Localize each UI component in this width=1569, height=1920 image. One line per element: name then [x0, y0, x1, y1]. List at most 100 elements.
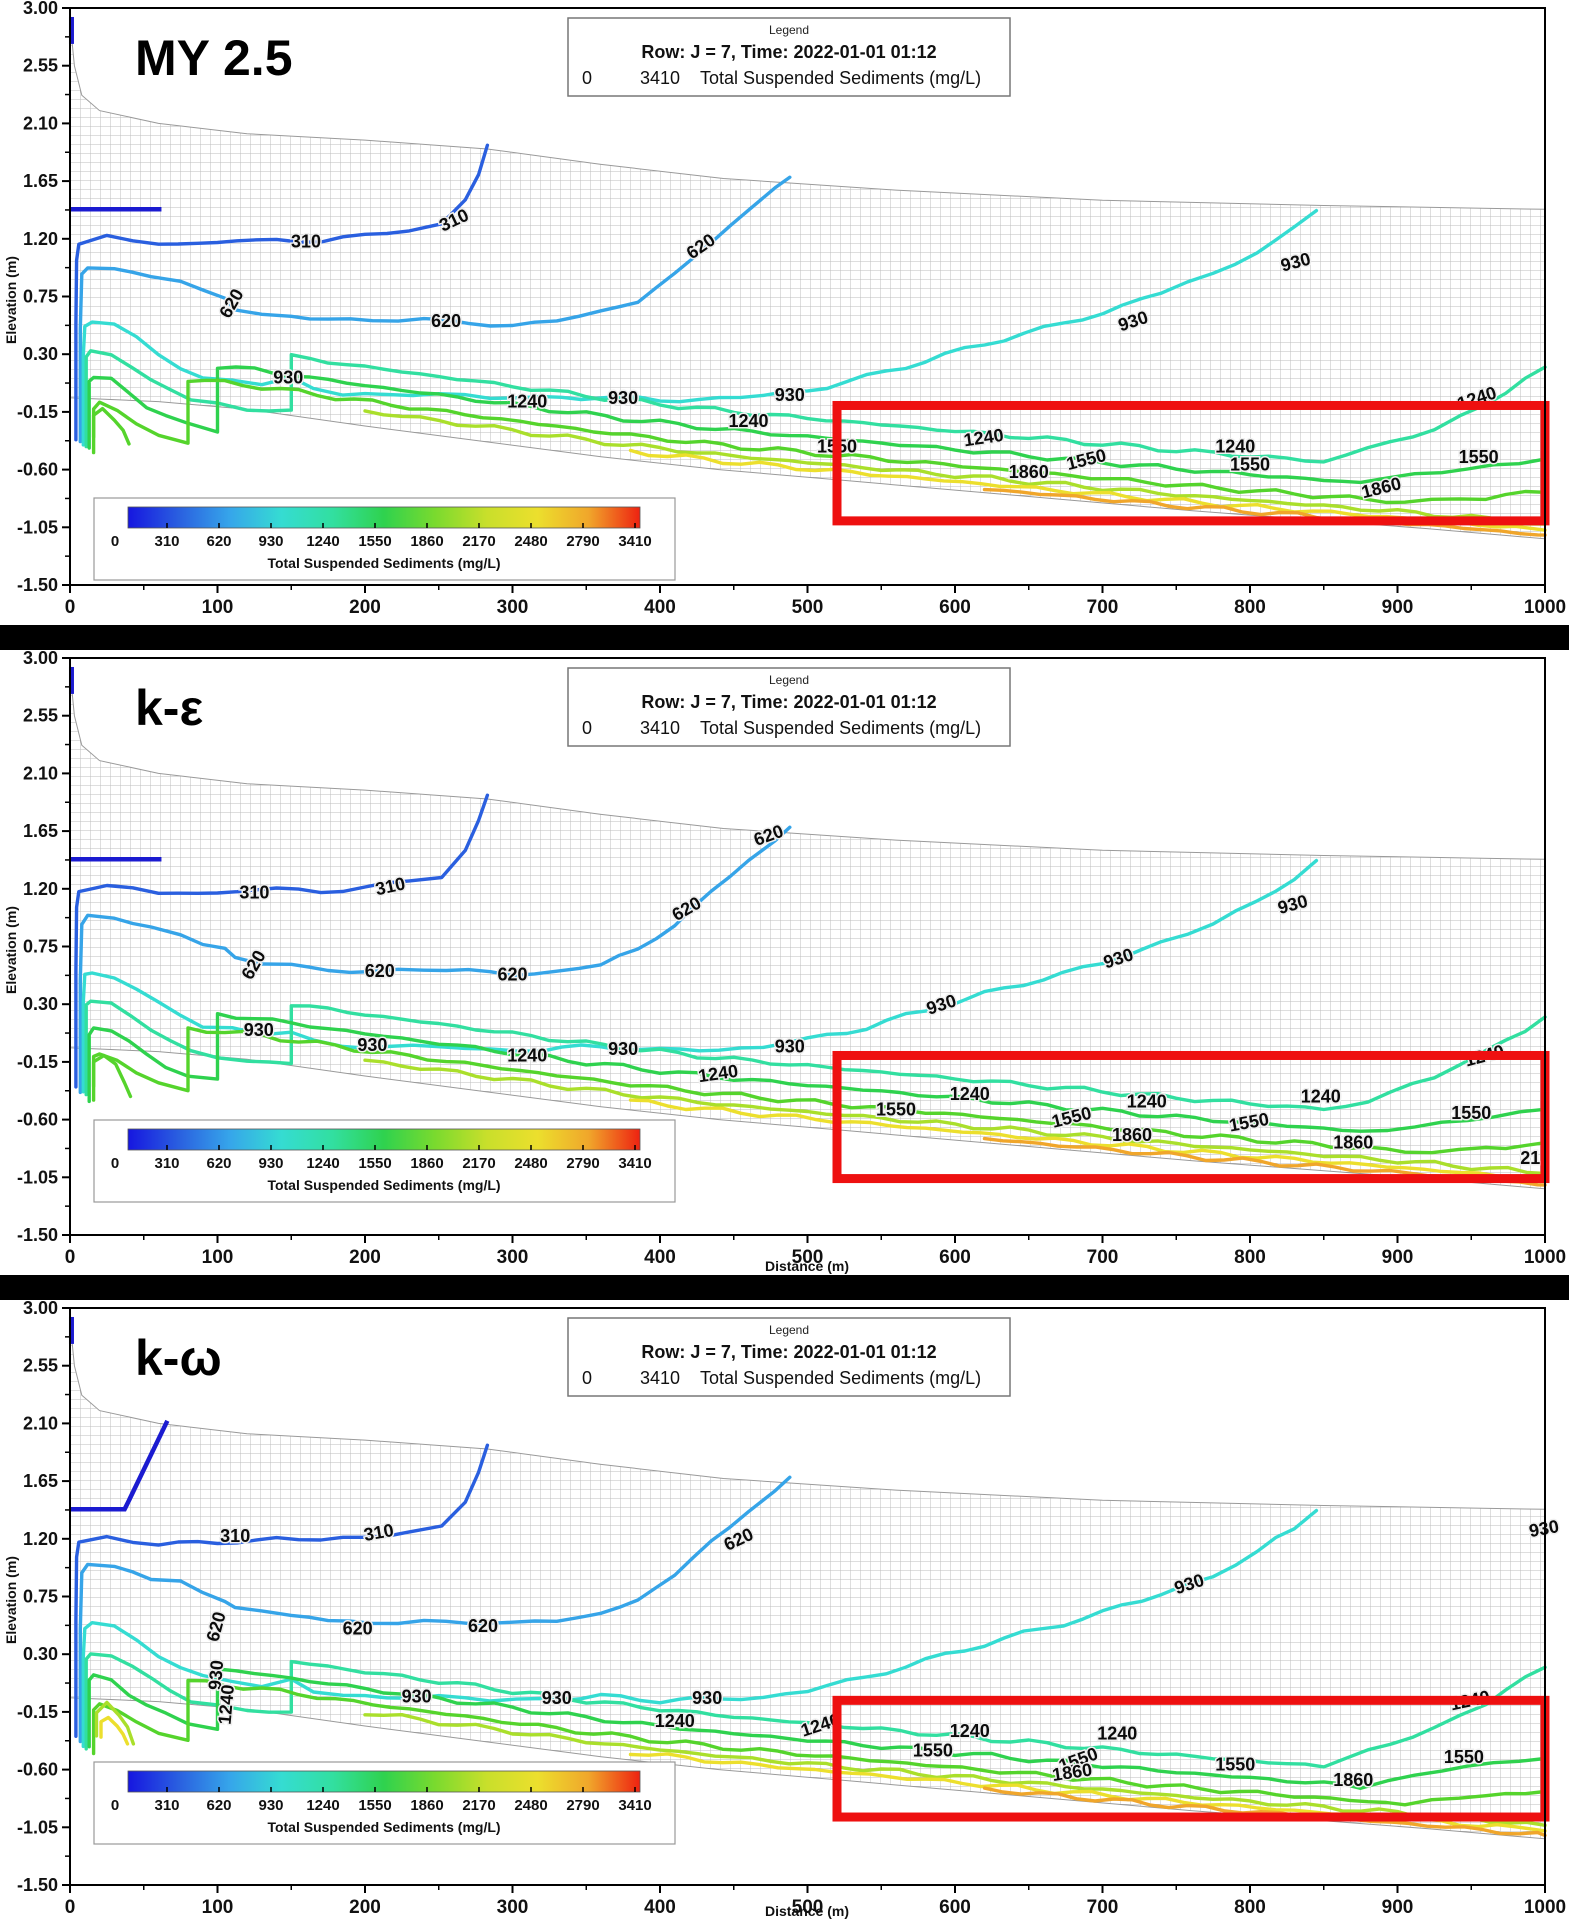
contour-label: 1550 — [1444, 1747, 1484, 1767]
contour-label: 1240 — [1097, 1724, 1137, 1744]
contour-label: 1240 — [1215, 437, 1255, 457]
x-tick-label: 400 — [644, 597, 676, 618]
x-tick-label: 100 — [202, 1897, 234, 1918]
contour-label: 21 — [1520, 1148, 1540, 1168]
colorbar-tick-label: 2170 — [462, 1155, 495, 1172]
y-tick-label: 0.30 — [23, 344, 58, 364]
y-tick-label: -1.05 — [17, 1167, 58, 1187]
water-level-line — [70, 1419, 170, 1512]
y-tick-label: -0.15 — [17, 1052, 58, 1072]
contour-line — [99, 1715, 130, 1746]
contour-label: 1240 — [655, 1711, 695, 1731]
contour-line — [363, 409, 1547, 526]
colorbar: 0 310 620 930 1240 1550 1860 2170 2480 2790 3410 To… — [93, 1761, 676, 1845]
colorbar-tick-label: 2170 — [462, 533, 495, 550]
y-tick-label: 3.00 — [23, 1300, 58, 1318]
x-tick-label: 300 — [497, 1897, 529, 1918]
y-tick-label: -0.60 — [17, 1110, 58, 1130]
contour-label: 620 — [431, 311, 461, 331]
contour-label: 930 — [402, 1687, 432, 1707]
contour-label: 930 — [244, 1020, 274, 1040]
contour-line — [87, 1667, 1547, 1790]
contour-line — [81, 1508, 1319, 1749]
y-tick-label: 3.00 — [23, 650, 58, 668]
contour-line — [81, 208, 1319, 447]
x-tick-label: 700 — [1087, 1247, 1119, 1268]
legend-box: Legend Row: J = 7, Time: 2022-01-01 01:1… — [567, 667, 1011, 747]
contour-label: 1860 — [1333, 1770, 1373, 1790]
contour-label: 620 — [343, 1619, 373, 1639]
contour-label: 1240 — [950, 1721, 990, 1741]
legend-min: 0 — [582, 68, 592, 88]
contour-label: 620 — [468, 1616, 498, 1636]
colorbar-tick-label: 3410 — [618, 1797, 651, 1814]
contour-label: 1550 — [913, 1740, 953, 1760]
contour-line — [982, 487, 1547, 537]
contour-label: 930 — [1527, 1516, 1560, 1541]
legend-series-label: Total Suspended Sediments (mg/L) — [700, 68, 981, 88]
colorbar-tick-label: 2790 — [566, 1797, 599, 1814]
contour-label: 1240 — [950, 1084, 990, 1104]
colorbar-tick-label: 2480 — [514, 1797, 547, 1814]
colorbar-tick-label: 1550 — [358, 1797, 391, 1814]
legend-max: 3410 — [640, 1368, 680, 1388]
y-tick-label: 1.65 — [23, 821, 58, 841]
contour-label: 1240 — [507, 392, 547, 412]
x-tick-label: 600 — [939, 597, 971, 618]
x-tick-label: 900 — [1382, 1247, 1414, 1268]
x-axis-label: Distance (m) — [765, 1903, 849, 1919]
colorbar-tick-label: 930 — [258, 533, 283, 550]
contour-label: 1550 — [1230, 454, 1270, 474]
panel-title: k-ε — [135, 680, 203, 736]
contour-label: 930 — [775, 385, 805, 405]
colorbar-tick-label: 310 — [154, 533, 179, 550]
colorbar-caption: Total Suspended Sediments (mg/L) — [267, 1177, 500, 1193]
panel-separator-2 — [0, 1275, 1569, 1300]
y-tick-label: 1.20 — [23, 229, 58, 249]
colorbar-tick-label: 930 — [258, 1155, 283, 1172]
colorbar-tick-label: 620 — [206, 533, 231, 550]
colorbar-tick-label: 310 — [154, 1797, 179, 1814]
colorbar-tick-label: 0 — [111, 1155, 119, 1172]
contour-label: 310 — [362, 1520, 395, 1545]
contour-label: 1240 — [1127, 1092, 1167, 1112]
colorbar-tick-label: 1240 — [306, 1797, 339, 1814]
x-tick-label: 300 — [497, 597, 529, 618]
contour-line — [91, 1026, 1547, 1155]
panel-title: k-ω — [135, 1330, 222, 1386]
colorbar-tick-label: 3410 — [618, 1155, 651, 1172]
colorbar-tick-label: 2480 — [514, 533, 547, 550]
x-tick-label: 500 — [792, 597, 824, 618]
x-tick-label: 700 — [1087, 1897, 1119, 1918]
colorbar: 0 310 620 930 1240 1550 1860 2170 2480 2790 3410 To… — [93, 497, 676, 581]
contour-label: 1860 — [1112, 1125, 1152, 1145]
legend-row-title: Row: J = 7, Time: 2022-01-01 01:12 — [641, 42, 936, 62]
x-tick-label: 1000 — [1524, 1897, 1566, 1918]
contour-line — [94, 1700, 136, 1746]
y-tick-label: 0.30 — [23, 1644, 58, 1664]
contour-line — [74, 143, 490, 442]
contour-label: 310 — [220, 1526, 250, 1546]
contour-line — [87, 1012, 1547, 1133]
colorbar-caption: Total Suspended Sediments (mg/L) — [267, 1819, 500, 1835]
contour-line — [78, 1475, 792, 1744]
contour-label: 1550 — [1451, 1103, 1491, 1123]
contour-label: 620 — [365, 961, 395, 981]
contour-label: 930 — [205, 1659, 228, 1691]
contour-label: 930 — [357, 1035, 387, 1055]
legend-series-label: Total Suspended Sediments (mg/L) — [700, 1368, 981, 1388]
colorbar-tick-label: 1240 — [306, 1155, 339, 1172]
contour-label: 1240 — [507, 1045, 547, 1065]
colorbar-tick-label: 2170 — [462, 1797, 495, 1814]
x-tick-label: 800 — [1234, 597, 1266, 618]
y-tick-label: 2.10 — [23, 763, 58, 783]
x-tick-label: 900 — [1382, 597, 1414, 618]
y-tick-label: 1.65 — [23, 171, 58, 191]
colorbar-tick-label: 0 — [111, 533, 119, 550]
contour-line — [74, 1443, 490, 1738]
x-tick-label: 600 — [939, 1247, 971, 1268]
y-tick-label: -1.50 — [17, 1225, 58, 1245]
contour-line — [91, 1678, 1547, 1807]
